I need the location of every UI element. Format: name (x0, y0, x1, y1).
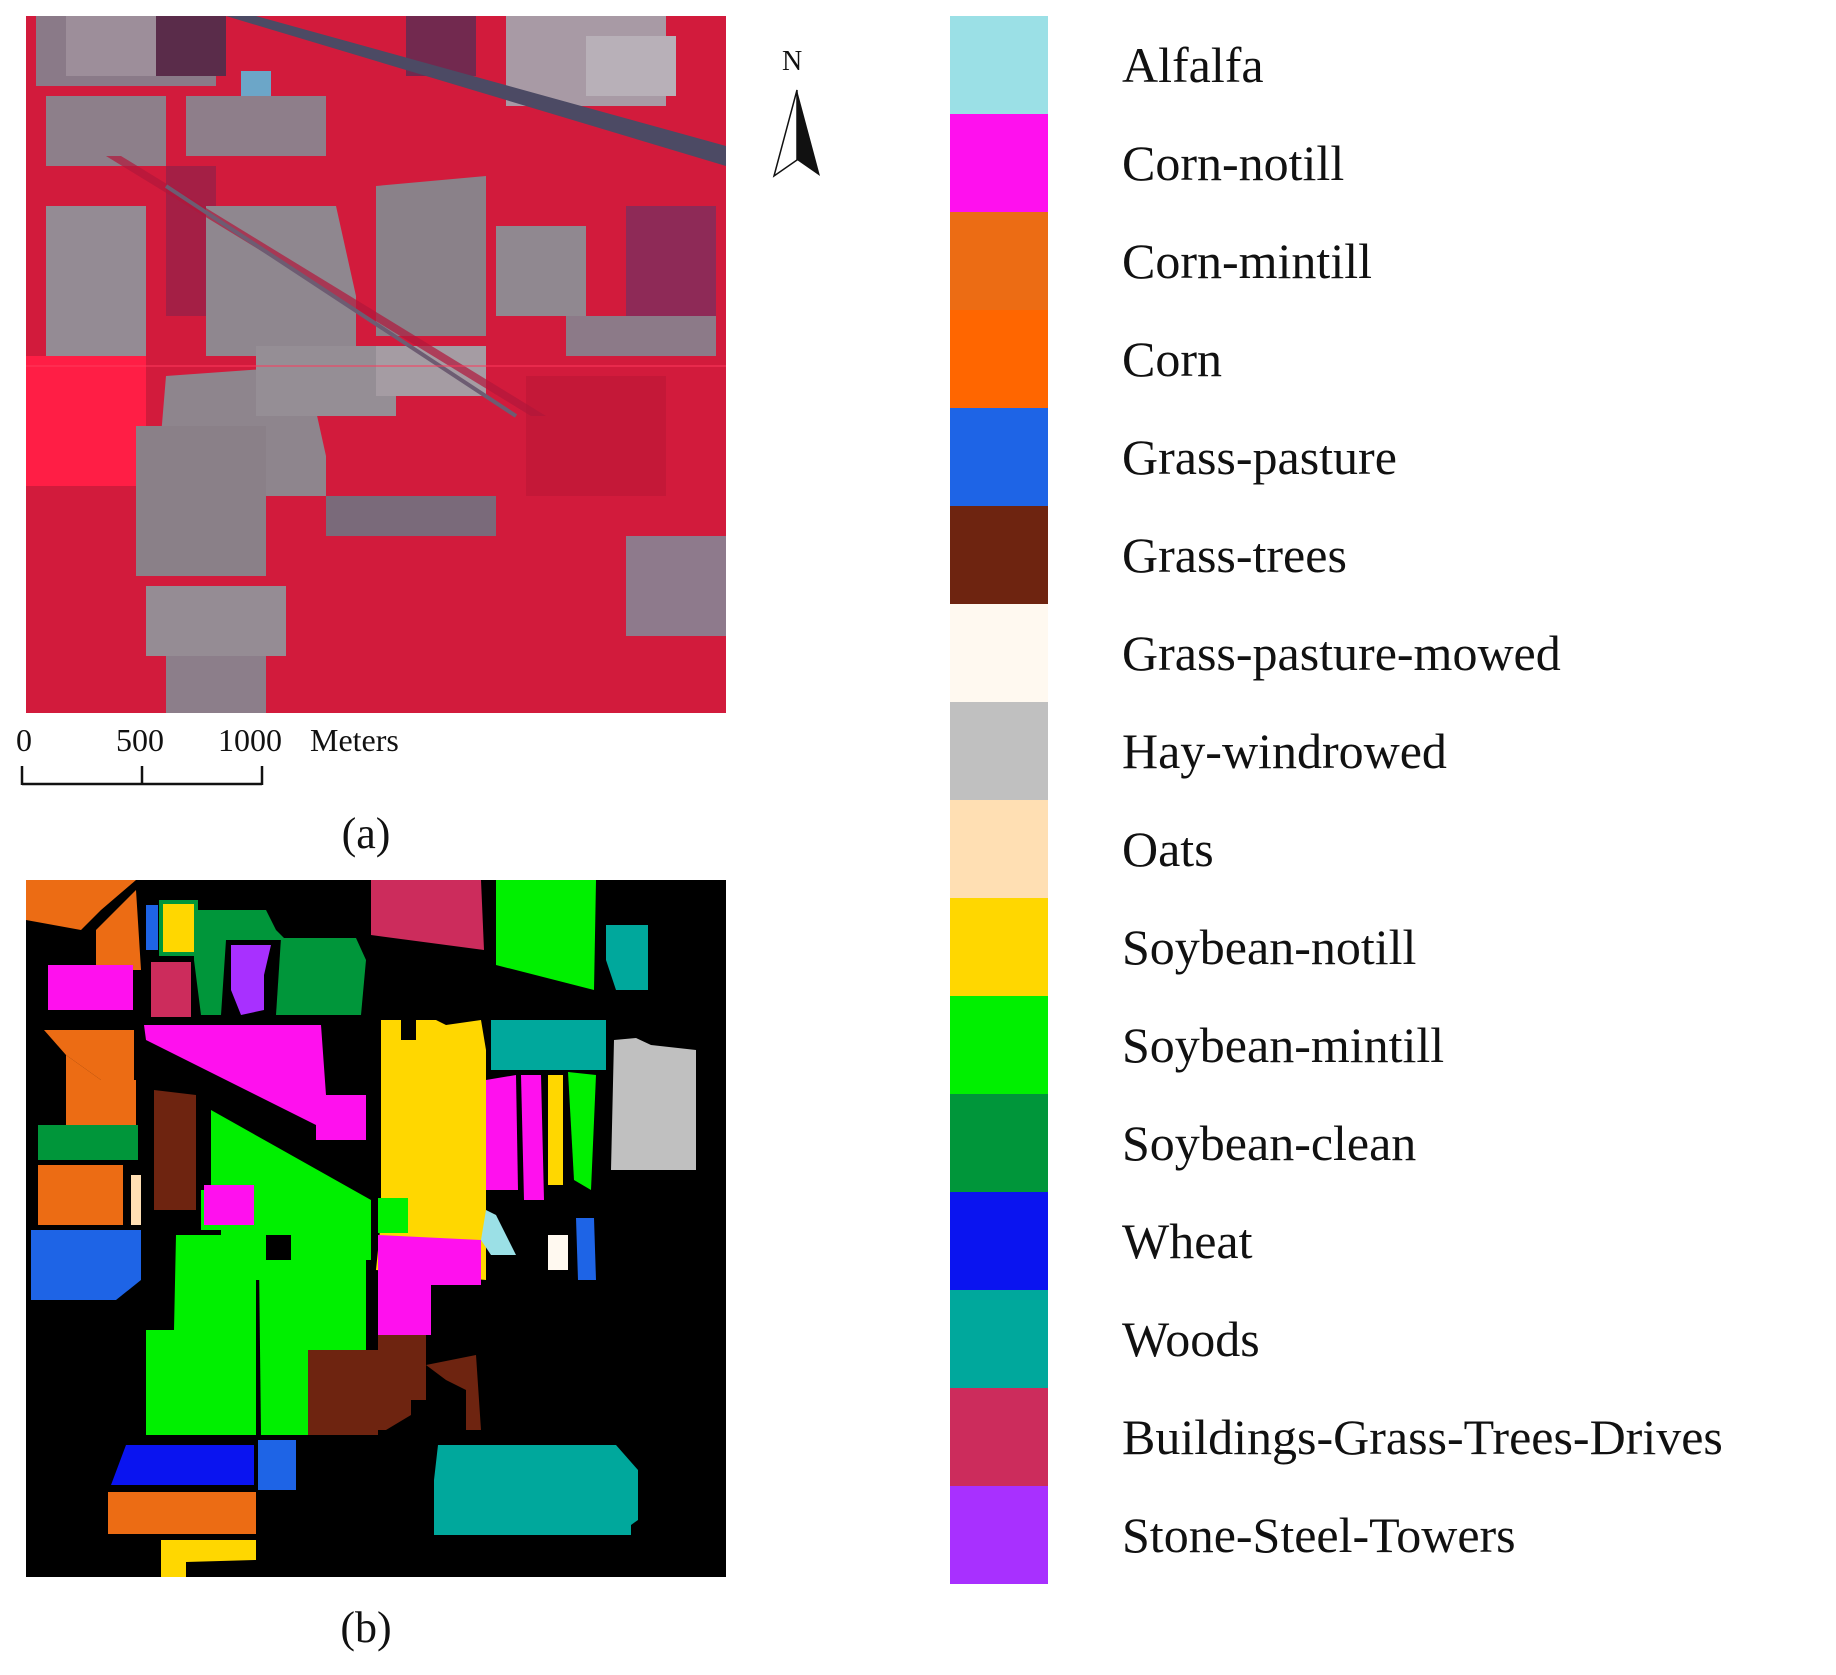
legend-swatch (950, 996, 1048, 1094)
legend-row-stone-steel-towers: Stone-Steel-Towers (950, 1486, 1830, 1584)
legend-label: Hay-windrowed (1122, 723, 1447, 779)
legend-swatch (950, 212, 1048, 310)
legend-swatch (950, 800, 1048, 898)
caption-a: (a) (341, 809, 391, 858)
north-label: N (782, 46, 803, 77)
legend-row-buildings-grass-trees-drives: Buildings-Grass-Trees-Drives (950, 1388, 1830, 1486)
legend-label: Grass-trees (1122, 527, 1347, 583)
legend-label: Soybean-notill (1122, 919, 1417, 975)
legend-label: Alfalfa (1122, 37, 1264, 93)
legend-label: Buildings-Grass-Trees-Drives (1122, 1409, 1723, 1465)
legend-swatch (950, 604, 1048, 702)
scale-tick-1000: 1000 (218, 722, 282, 758)
legend-row-grass-trees: Grass-trees (950, 506, 1830, 604)
legend-label: Grass-pasture-mowed (1122, 625, 1561, 681)
legend-label: Corn (1122, 331, 1222, 387)
legend-row-soybean-notill: Soybean-notill (950, 898, 1830, 996)
legend-label: Grass-pasture (1122, 429, 1397, 485)
legend-swatch (950, 1094, 1048, 1192)
legend-swatch (950, 1388, 1048, 1486)
scale-tick-0: 0 (16, 722, 32, 758)
legend-swatch (950, 1486, 1048, 1584)
legend-row-oats: Oats (950, 800, 1830, 898)
legend-label: Stone-Steel-Towers (1122, 1507, 1516, 1563)
legend-row-corn-notill: Corn-notill (950, 114, 1830, 212)
legend-label: Soybean-mintill (1122, 1017, 1445, 1073)
legend-row-hay-windrowed: Hay-windrowed (950, 702, 1830, 800)
legend-label: Woods (1122, 1311, 1260, 1367)
legend-row-alfalfa: Alfalfa (950, 16, 1830, 114)
legend-swatch (950, 506, 1048, 604)
legend-label: Soybean-clean (1122, 1115, 1417, 1171)
legend-swatch (950, 1192, 1048, 1290)
legend-swatch (950, 702, 1048, 800)
legend-swatch (950, 114, 1048, 212)
legend-swatch (950, 408, 1048, 506)
legend-row-corn-mintill: Corn-mintill (950, 212, 1830, 310)
legend-row-woods: Woods (950, 1290, 1830, 1388)
legend-swatch (950, 16, 1048, 114)
legend-swatch (950, 310, 1048, 408)
legend-row-grass-pasture-mowed: Grass-pasture-mowed (950, 604, 1830, 702)
legend-label: Corn-notill (1122, 135, 1345, 191)
legend-row-soybean-clean: Soybean-clean (950, 1094, 1830, 1192)
legend-row-soybean-mintill: Soybean-mintill (950, 996, 1830, 1094)
legend-row-grass-pasture: Grass-pasture (950, 408, 1830, 506)
legend-swatch (950, 1290, 1048, 1388)
north-arrow-icon (772, 89, 820, 178)
scale-bar (20, 766, 264, 786)
legend-row-wheat: Wheat (950, 1192, 1830, 1290)
class-legend: Alfalfa Corn-notill Corn-mintill Corn Gr… (950, 16, 1830, 1584)
legend-label: Wheat (1122, 1213, 1253, 1269)
legend-label: Oats (1122, 821, 1214, 877)
scale-unit: Meters (310, 722, 399, 758)
scale-tick-500: 500 (116, 722, 164, 758)
caption-b: (b) (340, 1603, 392, 1652)
ground-truth-map (26, 880, 726, 1577)
legend-label: Corn-mintill (1122, 233, 1372, 289)
legend-row-corn: Corn (950, 310, 1830, 408)
legend-swatch (950, 898, 1048, 996)
false-color-satellite-image (26, 16, 726, 713)
